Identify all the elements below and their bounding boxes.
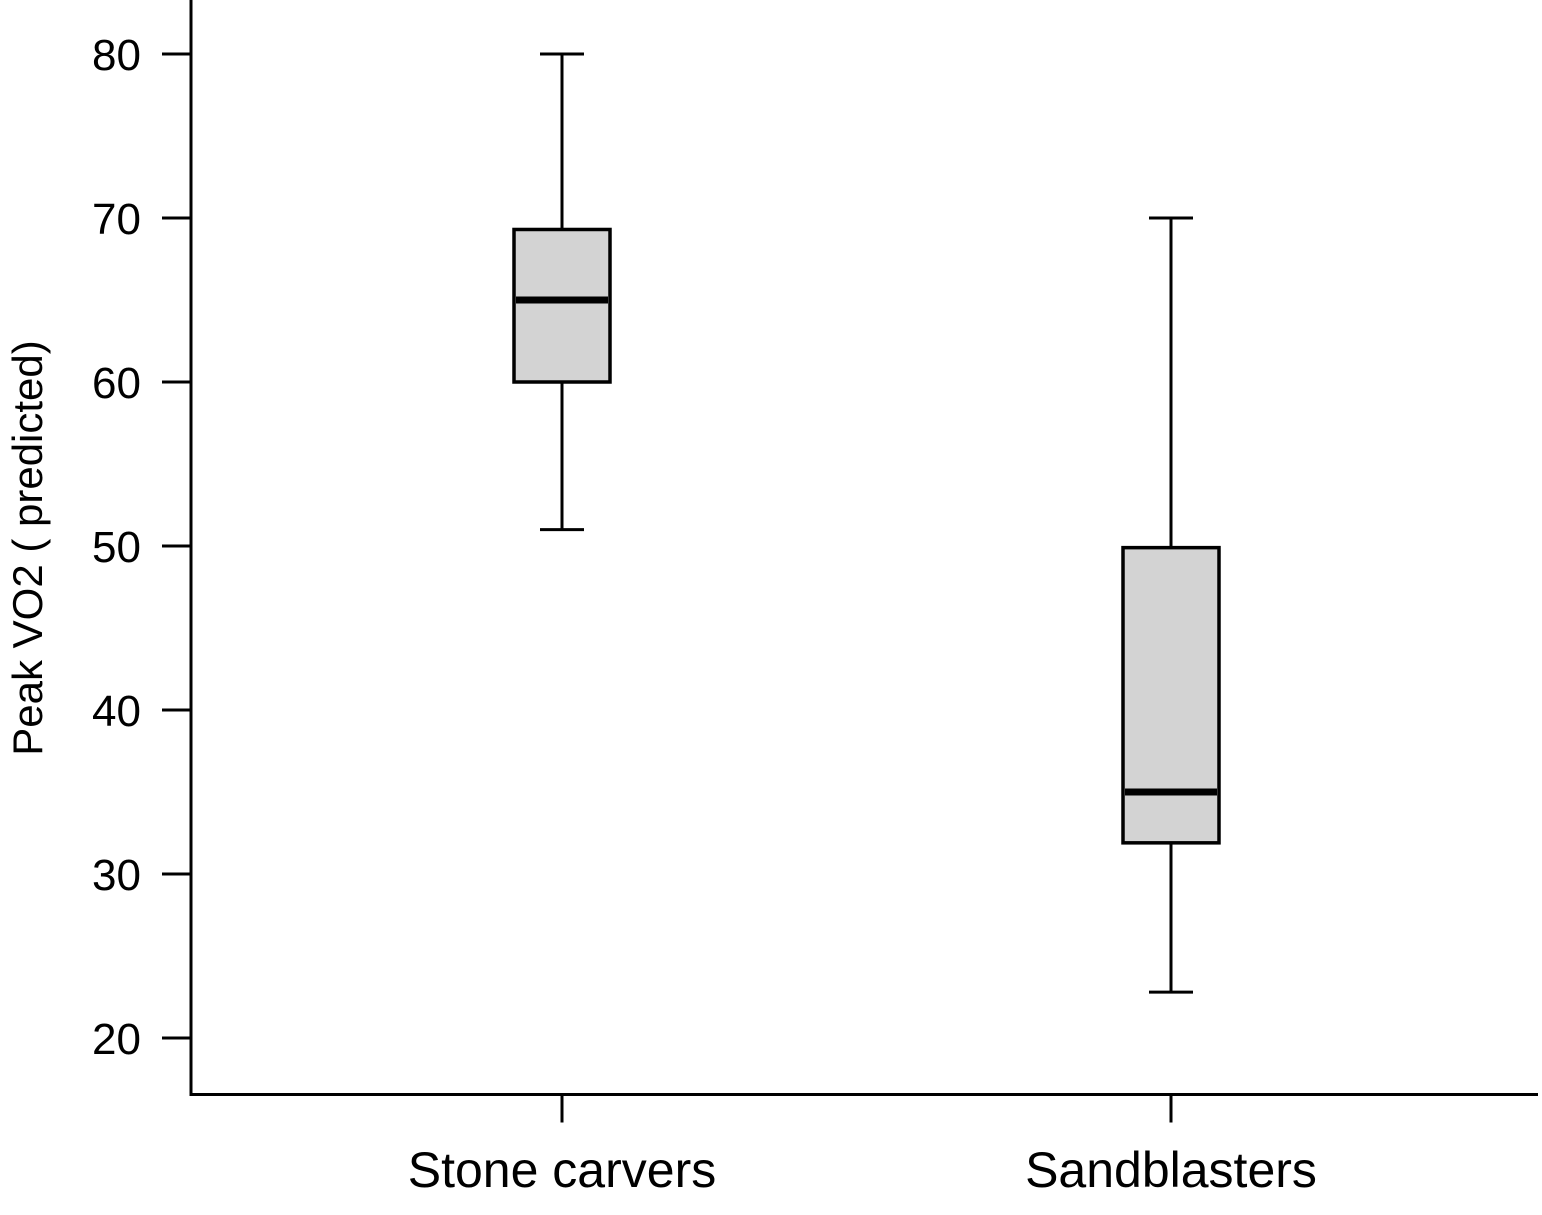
y-axis-title: Peak VO2 ( predicted)	[4, 340, 51, 756]
box-series	[512, 52, 1221, 994]
y-tick-label-40: 40	[92, 687, 141, 736]
y-tick-label-20: 20	[92, 1015, 141, 1064]
x-axis-ticks: Stone carvers Sandblasters	[408, 1094, 1317, 1198]
box-1	[512, 52, 612, 532]
y-tick-label-30: 30	[92, 851, 141, 900]
y-axis-ticks: 20 30 40 50 60 70 80	[92, 31, 191, 1064]
iqr-box	[512, 227, 612, 384]
x-category-label-1: Stone carvers	[408, 1142, 716, 1198]
y-tick-label-60: 60	[92, 359, 141, 408]
box-2	[1121, 216, 1221, 994]
y-tick-label-70: 70	[92, 195, 141, 244]
y-tick-label-80: 80	[92, 31, 141, 80]
iqr-box	[1121, 545, 1221, 845]
x-category-label-2: Sandblasters	[1025, 1142, 1317, 1198]
y-tick-label-50: 50	[92, 523, 141, 572]
